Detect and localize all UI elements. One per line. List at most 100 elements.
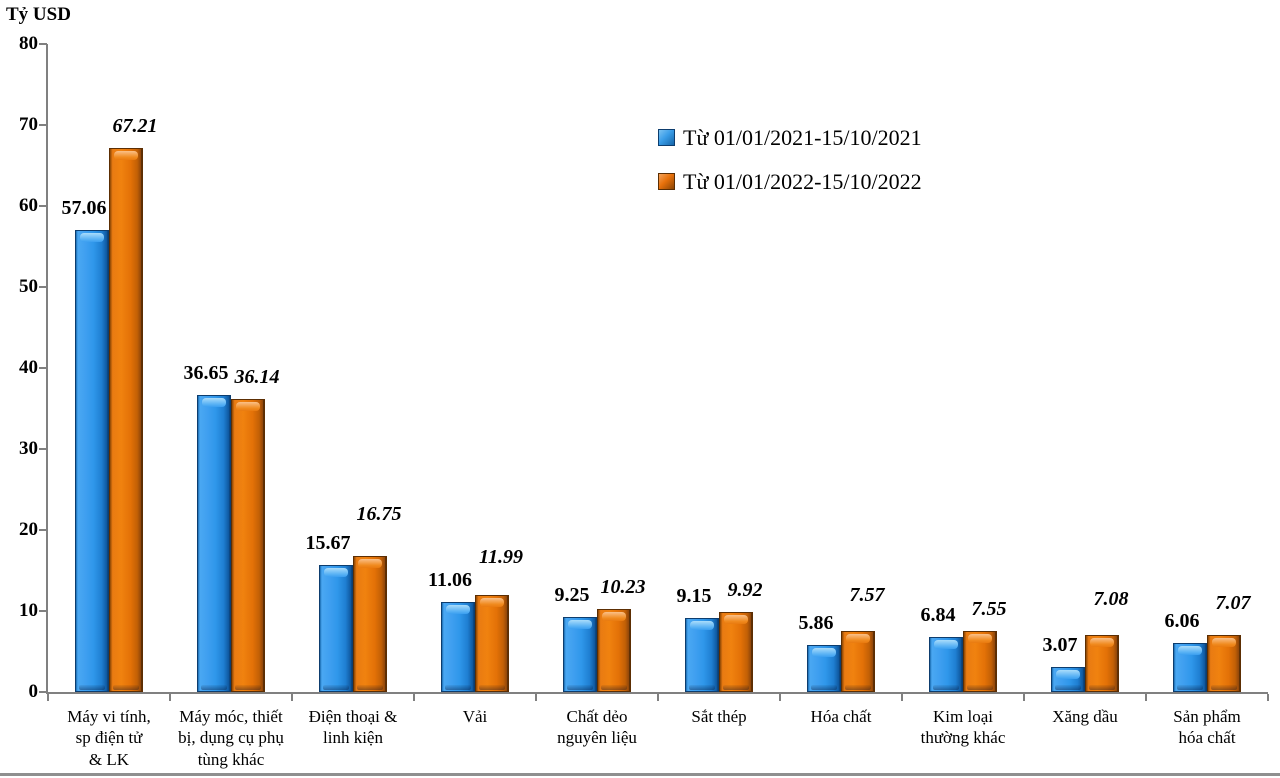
bar-value-label: 7.07 bbox=[1215, 591, 1251, 614]
bar-bottom-bevel bbox=[811, 684, 837, 690]
bar-bottom-bevel bbox=[357, 684, 383, 690]
bar-top-bevel bbox=[236, 402, 260, 412]
bar-bottom-bevel bbox=[113, 684, 139, 690]
x-axis-tick-mark bbox=[413, 694, 415, 701]
bar-bottom-bevel bbox=[79, 684, 105, 690]
x-axis-tick-mark bbox=[1023, 694, 1025, 701]
bar-bottom-bevel bbox=[445, 684, 471, 690]
y-axis-tick-mark bbox=[39, 448, 47, 450]
y-axis-tick-label: 50 bbox=[19, 276, 38, 297]
bar-series1-cat6 bbox=[685, 617, 719, 692]
legend-item: Từ 01/01/2021-15/10/2021 bbox=[658, 124, 922, 151]
y-axis-tick-label: 20 bbox=[19, 519, 38, 540]
bar-bottom-bevel bbox=[323, 684, 349, 690]
x-axis-category-label-line: thường khác bbox=[920, 728, 1006, 748]
bar-bottom-bevel bbox=[601, 684, 627, 690]
bar-top-bevel bbox=[724, 614, 748, 624]
x-axis-category-label-line: Vải bbox=[462, 707, 488, 726]
bar-bottom-bevel bbox=[1211, 684, 1237, 690]
y-axis-tick-mark bbox=[39, 610, 47, 612]
x-axis-tick-mark bbox=[291, 694, 293, 701]
bar-series2-cat3 bbox=[353, 556, 387, 692]
x-axis-category-label-line: Sắt thép bbox=[691, 707, 747, 726]
bar-value-label: 36.14 bbox=[234, 366, 280, 389]
x-axis-category-label: Điện thoại & linh kiện bbox=[292, 706, 414, 749]
bar-series2-cat7 bbox=[841, 630, 875, 692]
bar-top-bevel bbox=[602, 612, 626, 622]
x-axis-category-label: Sắt thép bbox=[658, 706, 780, 727]
bar-value-label: 15.67 bbox=[305, 532, 351, 555]
bar-series1-cat9 bbox=[1051, 667, 1085, 692]
bar-value-label: 36.65 bbox=[183, 362, 229, 385]
x-axis-category-label-line: Sản phẩm bbox=[1173, 707, 1241, 726]
x-axis-category-label-line: bị, dụng cụ phụ bbox=[178, 728, 284, 748]
x-axis-category-label-line: & LK bbox=[88, 749, 130, 769]
bar-top-bevel bbox=[358, 559, 382, 569]
x-axis-category-label: Chất dẻo nguyên liệu bbox=[536, 706, 658, 749]
bar-series1-cat4 bbox=[441, 602, 475, 692]
bar-series2-cat9 bbox=[1085, 634, 1119, 692]
y-axis-tick-mark bbox=[39, 529, 47, 531]
x-axis-category-label: Hóa chất bbox=[780, 706, 902, 727]
legend-swatch-icon bbox=[658, 129, 675, 146]
x-axis-tick-mark bbox=[657, 694, 659, 701]
bar-bottom-bevel bbox=[1177, 684, 1203, 690]
bar-top-bevel bbox=[80, 232, 104, 242]
x-axis-category-label-line: sp điện tử bbox=[75, 728, 143, 748]
x-axis-category-label: Kim loại thường khác bbox=[902, 706, 1024, 749]
bar-top-bevel bbox=[690, 620, 714, 630]
x-axis-category-label: Sản phẩm hóa chất bbox=[1146, 706, 1268, 749]
plot-area: 57.06 36.65 15.67 11.06 9.25 9.15 5.86 6.84 3.07… bbox=[46, 44, 1268, 694]
x-axis-category-label: Máy móc, thiết bị, dụng cụ phụ tùng khác bbox=[170, 706, 292, 770]
bar-value-label: 16.75 bbox=[356, 503, 402, 526]
bar-value-label: 3.07 bbox=[1042, 634, 1078, 657]
bar-value-label: 6.06 bbox=[1164, 609, 1200, 632]
bar-value-label: 9.92 bbox=[727, 578, 763, 601]
bar-bottom-bevel bbox=[689, 684, 715, 690]
bar-bottom-bevel bbox=[967, 684, 993, 690]
bar-series1-cat10 bbox=[1173, 642, 1207, 692]
y-axis-tick-mark bbox=[39, 286, 47, 288]
x-axis-category-label-line: linh kiện bbox=[323, 728, 383, 748]
x-axis-category-label: Vải bbox=[414, 706, 536, 727]
x-axis-category-label-line: Điện thoại & bbox=[308, 707, 398, 726]
x-axis-tick-mark bbox=[779, 694, 781, 701]
x-axis-tick-mark bbox=[901, 694, 903, 701]
bar-top-bevel bbox=[568, 620, 592, 630]
x-axis-category-label-line: nguyên liệu bbox=[557, 728, 637, 748]
x-axis-tick-mark bbox=[1145, 694, 1147, 701]
bar-series2-cat4 bbox=[475, 594, 509, 692]
bar-top-bevel bbox=[968, 633, 992, 643]
bar-series2-cat6 bbox=[719, 611, 753, 692]
x-axis-category-label-line: Máy móc, thiết bbox=[179, 707, 283, 726]
y-axis-tick-mark bbox=[39, 43, 47, 45]
bar-value-label: 11.99 bbox=[479, 545, 523, 568]
x-axis-category-label-line: Hóa chất bbox=[810, 707, 872, 726]
x-axis-tick-mark bbox=[169, 694, 171, 701]
bar-top-bevel bbox=[812, 647, 836, 657]
bar-series2-cat8 bbox=[963, 630, 997, 692]
bar-top-bevel bbox=[1212, 637, 1236, 647]
bar-top-bevel bbox=[934, 639, 958, 649]
bar-bottom-bevel bbox=[235, 684, 261, 690]
bar-value-label: 11.06 bbox=[428, 569, 472, 592]
y-axis-tick-label: 10 bbox=[19, 600, 38, 621]
bar-top-bevel bbox=[846, 633, 870, 643]
x-axis-category-label-line: Xăng dầu bbox=[1052, 707, 1118, 726]
bar-value-label: 9.25 bbox=[554, 584, 590, 607]
bar-bottom-bevel bbox=[201, 684, 227, 690]
x-axis-tick-mark bbox=[47, 694, 49, 701]
bar-top-bevel bbox=[1178, 645, 1202, 655]
x-axis-category-label-line: Chất dẻo bbox=[566, 707, 628, 726]
y-axis-tick-mark bbox=[39, 124, 47, 126]
bar-bottom-bevel bbox=[933, 684, 959, 690]
x-axis-category-label-line: Máy vi tính, bbox=[67, 707, 151, 726]
legend-item: Từ 01/01/2022-15/10/2022 bbox=[658, 168, 922, 195]
bar-value-label: 7.57 bbox=[849, 583, 885, 606]
x-axis-tick-mark bbox=[1267, 694, 1269, 701]
legend-label: Từ 01/01/2022-15/10/2022 bbox=[683, 168, 922, 194]
bar-top-bevel bbox=[446, 605, 470, 615]
legend-label: Từ 01/01/2021-15/10/2021 bbox=[683, 124, 922, 150]
x-axis-tick-mark bbox=[535, 694, 537, 701]
